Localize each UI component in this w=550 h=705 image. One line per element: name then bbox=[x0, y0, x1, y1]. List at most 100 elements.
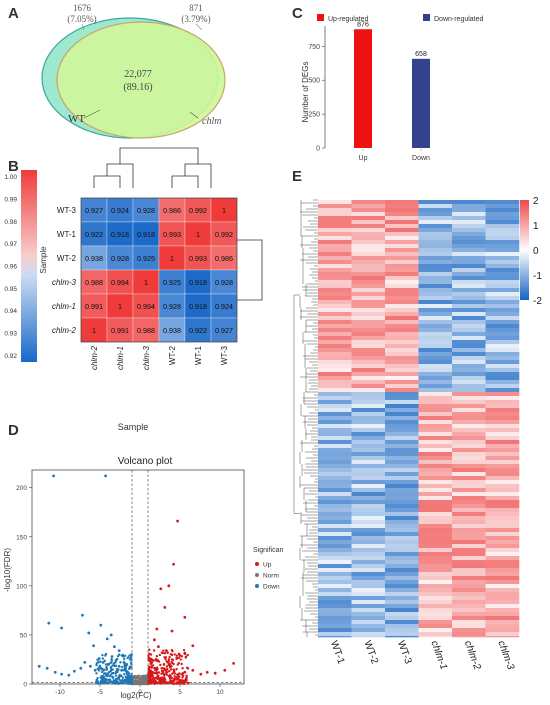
expr-cell bbox=[418, 428, 453, 433]
expr-cell bbox=[318, 240, 352, 245]
expr-cell bbox=[485, 296, 520, 301]
volcano-legend-label: Down bbox=[263, 584, 280, 591]
volcano-point-down bbox=[122, 657, 126, 661]
expr-cell bbox=[452, 424, 486, 429]
volcano-point-down bbox=[102, 676, 105, 679]
expr-cell bbox=[452, 508, 486, 513]
volcano-point-down bbox=[104, 652, 108, 656]
expr-cell bbox=[318, 512, 352, 517]
corr-cell bbox=[184, 245, 212, 271]
expr-cell bbox=[452, 432, 486, 437]
volcano-point-up bbox=[183, 670, 187, 674]
expr-cell bbox=[418, 528, 453, 533]
expr-cell bbox=[318, 544, 352, 549]
expr-cell bbox=[318, 200, 352, 205]
volcano-point-normal bbox=[132, 682, 135, 685]
expr-cell bbox=[485, 400, 520, 405]
volcano-point-normal bbox=[139, 680, 142, 683]
volcano-point-normal bbox=[144, 678, 147, 681]
expr-cell bbox=[385, 396, 419, 401]
volcano-point-up bbox=[162, 649, 165, 652]
volcano-point-up bbox=[153, 681, 156, 684]
expr-cell bbox=[351, 284, 386, 289]
bar-y-axis-label: Number of DEGs bbox=[301, 62, 310, 123]
expr-cell bbox=[452, 492, 486, 497]
volcano-point-up bbox=[150, 661, 154, 664]
expr-cell bbox=[318, 496, 352, 501]
expr-cell bbox=[452, 612, 486, 617]
expr-cell bbox=[418, 544, 453, 549]
volcano-x-tick-label: -10 bbox=[55, 689, 65, 696]
volcano-point-up bbox=[165, 649, 168, 653]
expr-cell bbox=[318, 420, 352, 425]
corr-cell bbox=[106, 221, 134, 247]
corr-cell bbox=[210, 245, 238, 271]
volcano-point-down bbox=[103, 668, 106, 672]
expr-cell bbox=[485, 508, 520, 513]
expr-cell bbox=[351, 580, 386, 585]
expr-cell bbox=[485, 228, 520, 233]
volcano-point-up bbox=[180, 662, 183, 666]
volcano-plot: Volcano plot -log10(FDR) log2(FC) Signif… bbox=[3, 456, 283, 700]
expr-cell bbox=[351, 460, 386, 465]
expr-cell bbox=[452, 588, 486, 593]
expr-cell bbox=[385, 628, 419, 633]
corr-cell bbox=[158, 269, 186, 295]
corr-cell-value: 0.938 bbox=[85, 254, 103, 263]
expr-cell bbox=[485, 448, 520, 453]
expr-cell bbox=[318, 552, 352, 557]
expr-cell bbox=[418, 200, 453, 205]
volcano-point-up bbox=[223, 668, 227, 672]
corr-cell bbox=[184, 221, 212, 247]
volcano-point-up bbox=[175, 678, 178, 681]
expr-cell bbox=[351, 456, 386, 461]
expr-cell bbox=[351, 600, 386, 605]
corr-cell-value: 0.928 bbox=[215, 278, 233, 287]
volcano-point-up bbox=[155, 681, 158, 684]
expr-cell bbox=[452, 216, 486, 221]
volcano-point-normal bbox=[142, 681, 145, 684]
volcano-point-up bbox=[153, 666, 157, 670]
volcano-point-up bbox=[156, 674, 159, 678]
expr-scale-tick-label: -2 bbox=[533, 296, 542, 307]
expr-cell bbox=[485, 332, 520, 337]
volcano-point-down bbox=[114, 659, 118, 662]
venn-diagram: 1676 (7.05%) 871 (3.79%) 22,077 (89.16) … bbox=[41, 3, 226, 139]
volcano-point-down bbox=[100, 674, 103, 678]
expr-cell bbox=[452, 384, 486, 389]
expr-cell bbox=[385, 484, 419, 489]
expr-cell bbox=[318, 232, 352, 237]
expr-cell bbox=[351, 240, 386, 245]
expr-cell bbox=[418, 276, 453, 281]
volcano-point-down bbox=[99, 666, 103, 670]
expr-cell bbox=[351, 216, 386, 221]
volcano-point-up bbox=[159, 663, 162, 667]
panel-label-c: C bbox=[292, 5, 303, 22]
expr-cell bbox=[418, 236, 453, 241]
volcano-point-up bbox=[165, 673, 169, 676]
expr-cell bbox=[351, 628, 386, 633]
corr-cell-value: 0.938 bbox=[163, 326, 181, 335]
corr-cell bbox=[80, 293, 108, 319]
volcano-point-down bbox=[102, 681, 105, 685]
expr-cell bbox=[485, 512, 520, 517]
expr-cell bbox=[385, 600, 419, 605]
expr-cell bbox=[385, 556, 419, 561]
expr-cell bbox=[452, 428, 486, 433]
expr-cell bbox=[418, 612, 453, 617]
expr-cell bbox=[452, 448, 486, 453]
bar-x-tick-label: Down bbox=[412, 155, 430, 162]
volcano-point-down bbox=[100, 670, 104, 674]
volcano-point-down bbox=[106, 678, 110, 682]
expr-cell bbox=[351, 324, 386, 329]
expr-cell bbox=[351, 336, 386, 341]
expr-cell bbox=[452, 224, 486, 229]
volcano-point-normal bbox=[134, 676, 137, 680]
expr-cell bbox=[418, 468, 453, 473]
volcano-point-up bbox=[191, 644, 195, 648]
expr-cell bbox=[385, 284, 419, 289]
expr-cell bbox=[318, 532, 352, 537]
expr-cell bbox=[452, 628, 486, 633]
expr-cell bbox=[351, 572, 386, 577]
expr-cell bbox=[318, 608, 352, 613]
